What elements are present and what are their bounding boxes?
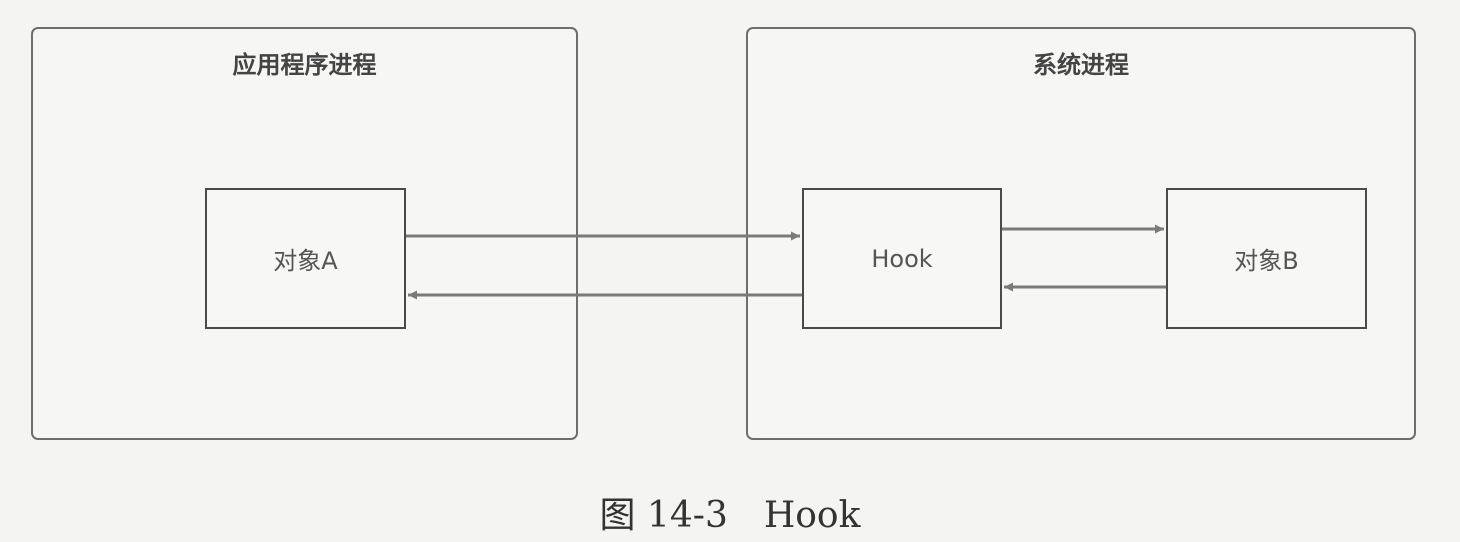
object-a-label: 对象A: [273, 247, 338, 275]
hook-box: Hook: [802, 188, 1002, 329]
object-b-label: 对象B: [1234, 247, 1299, 275]
figure-caption: 图 14-3 Hook: [599, 495, 861, 536]
system-process-title: 系统进程: [1033, 51, 1129, 79]
object-b-box: 对象B: [1166, 188, 1367, 329]
object-a-box: 对象A: [205, 188, 406, 329]
app-process-title: 应用程序进程: [232, 51, 377, 79]
hook-label: Hook: [871, 244, 933, 273]
